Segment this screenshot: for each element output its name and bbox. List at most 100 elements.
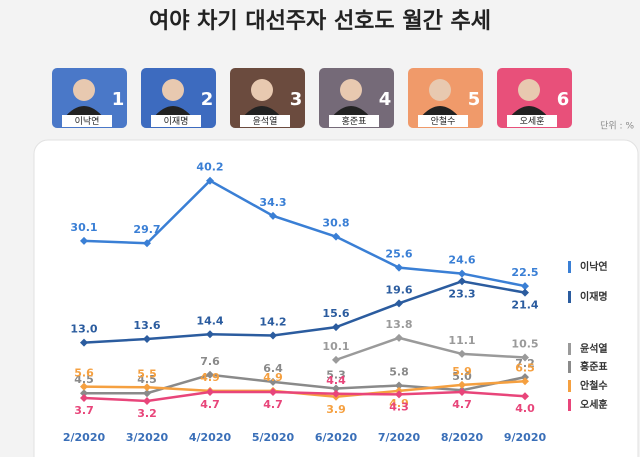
name-box — [62, 115, 112, 127]
series-line — [84, 373, 526, 395]
point-marker — [521, 353, 529, 362]
x-tick-label: 8/2020 — [441, 431, 484, 444]
candidate-number: 1 — [112, 89, 125, 110]
data-label: 11.1 — [448, 334, 475, 347]
legend-swatch — [568, 343, 571, 355]
point-marker — [395, 381, 403, 390]
data-label: 5.0 — [452, 370, 472, 383]
name-box — [240, 115, 290, 127]
data-label: 5.6 — [74, 367, 94, 380]
photo-head — [429, 79, 451, 101]
data-label: 4.5 — [137, 373, 157, 386]
chart-title: 여야 차기 대선주자 선호도 월간 추세 — [149, 9, 491, 34]
x-tick-label: 9/2020 — [504, 431, 547, 444]
point-marker — [521, 288, 529, 297]
point-marker — [206, 176, 214, 185]
data-label: 4.7 — [263, 398, 283, 411]
name-box — [507, 115, 557, 127]
point-marker — [80, 393, 88, 402]
point-marker — [458, 388, 466, 397]
point-marker — [80, 338, 88, 347]
data-label: 7.2 — [515, 357, 535, 370]
data-label: 4.4 — [326, 374, 346, 387]
candidate-name: 이재명 — [164, 116, 189, 127]
candidate-number: 3 — [290, 89, 303, 110]
candidate-number: 6 — [557, 89, 570, 110]
point-marker — [395, 263, 403, 272]
candidate-name: 이낙연 — [75, 116, 100, 127]
point-marker — [80, 389, 88, 398]
point-marker — [80, 236, 88, 245]
data-label: 4.9 — [389, 397, 409, 410]
legend-label: 오세훈 — [580, 398, 608, 411]
candidate-number: 2 — [201, 89, 214, 110]
point-marker — [458, 349, 466, 358]
point-marker — [206, 370, 214, 379]
x-tick-label: 6/2020 — [315, 431, 358, 444]
data-label: 4.7 — [452, 398, 472, 411]
point-marker — [521, 373, 529, 382]
data-label: 15.6 — [322, 307, 349, 320]
data-label: 5.8 — [389, 365, 409, 378]
name-box — [329, 115, 379, 127]
data-label: 21.4 — [511, 299, 538, 312]
point-marker — [395, 390, 403, 399]
data-label: 5.3 — [326, 368, 346, 381]
point-marker — [206, 388, 214, 397]
point-marker — [269, 331, 277, 340]
candidate-name: 안철수 — [431, 116, 456, 127]
legend-label: 윤석열 — [580, 342, 608, 355]
data-label: 4.7 — [200, 398, 220, 411]
legend-swatch — [568, 291, 571, 303]
data-label: 40.2 — [196, 161, 223, 174]
data-label: 30.8 — [322, 217, 349, 230]
data-label: 23.3 — [448, 287, 475, 300]
data-label: 10.1 — [322, 340, 349, 353]
data-label: 13.8 — [385, 318, 412, 331]
x-tick-label: 4/2020 — [189, 431, 232, 444]
plot-panel — [33, 139, 639, 457]
legend-label: 이재명 — [580, 290, 608, 303]
point-marker — [206, 330, 214, 339]
point-marker — [269, 388, 277, 397]
data-label: 7.6 — [200, 355, 220, 368]
photo-head — [162, 79, 184, 101]
legend-label: 홍준표 — [580, 360, 608, 373]
data-label: 4.0 — [515, 402, 535, 415]
data-label: 14.2 — [259, 315, 286, 328]
data-label: 4.9 — [263, 371, 283, 384]
series-line — [335, 336, 526, 362]
point-marker — [332, 232, 340, 241]
data-label: 22.5 — [511, 266, 538, 279]
point-marker — [143, 396, 151, 405]
name-box — [151, 115, 201, 127]
point-marker — [143, 239, 151, 248]
data-label: 10.5 — [511, 338, 538, 351]
candidate-name: 오세훈 — [520, 115, 545, 127]
data-label: 34.3 — [259, 196, 286, 209]
data-label: 14.4 — [196, 314, 223, 327]
point-marker — [458, 277, 466, 286]
point-marker — [332, 355, 340, 364]
unit-label: 단위 : % — [600, 121, 634, 132]
point-marker — [458, 380, 466, 389]
data-label: 13.0 — [70, 323, 97, 336]
data-label: 3.7 — [74, 404, 94, 417]
data-label: 19.6 — [385, 283, 412, 296]
legend-swatch — [568, 361, 571, 373]
data-label: 6.5 — [515, 361, 535, 374]
photo-head — [518, 79, 540, 101]
data-label: 4.5 — [74, 373, 94, 386]
data-label: 6.4 — [263, 362, 283, 375]
point-marker — [269, 211, 277, 220]
data-label: 3.2 — [137, 407, 157, 420]
point-marker — [143, 389, 151, 398]
point-marker — [143, 335, 151, 344]
x-tick-label: 3/2020 — [126, 431, 169, 444]
series-line — [83, 390, 526, 403]
x-tick-label: 7/2020 — [378, 431, 421, 444]
point-marker — [332, 389, 340, 398]
candidate-name: 홍준표 — [342, 115, 367, 127]
data-label: 4.9 — [200, 371, 220, 384]
